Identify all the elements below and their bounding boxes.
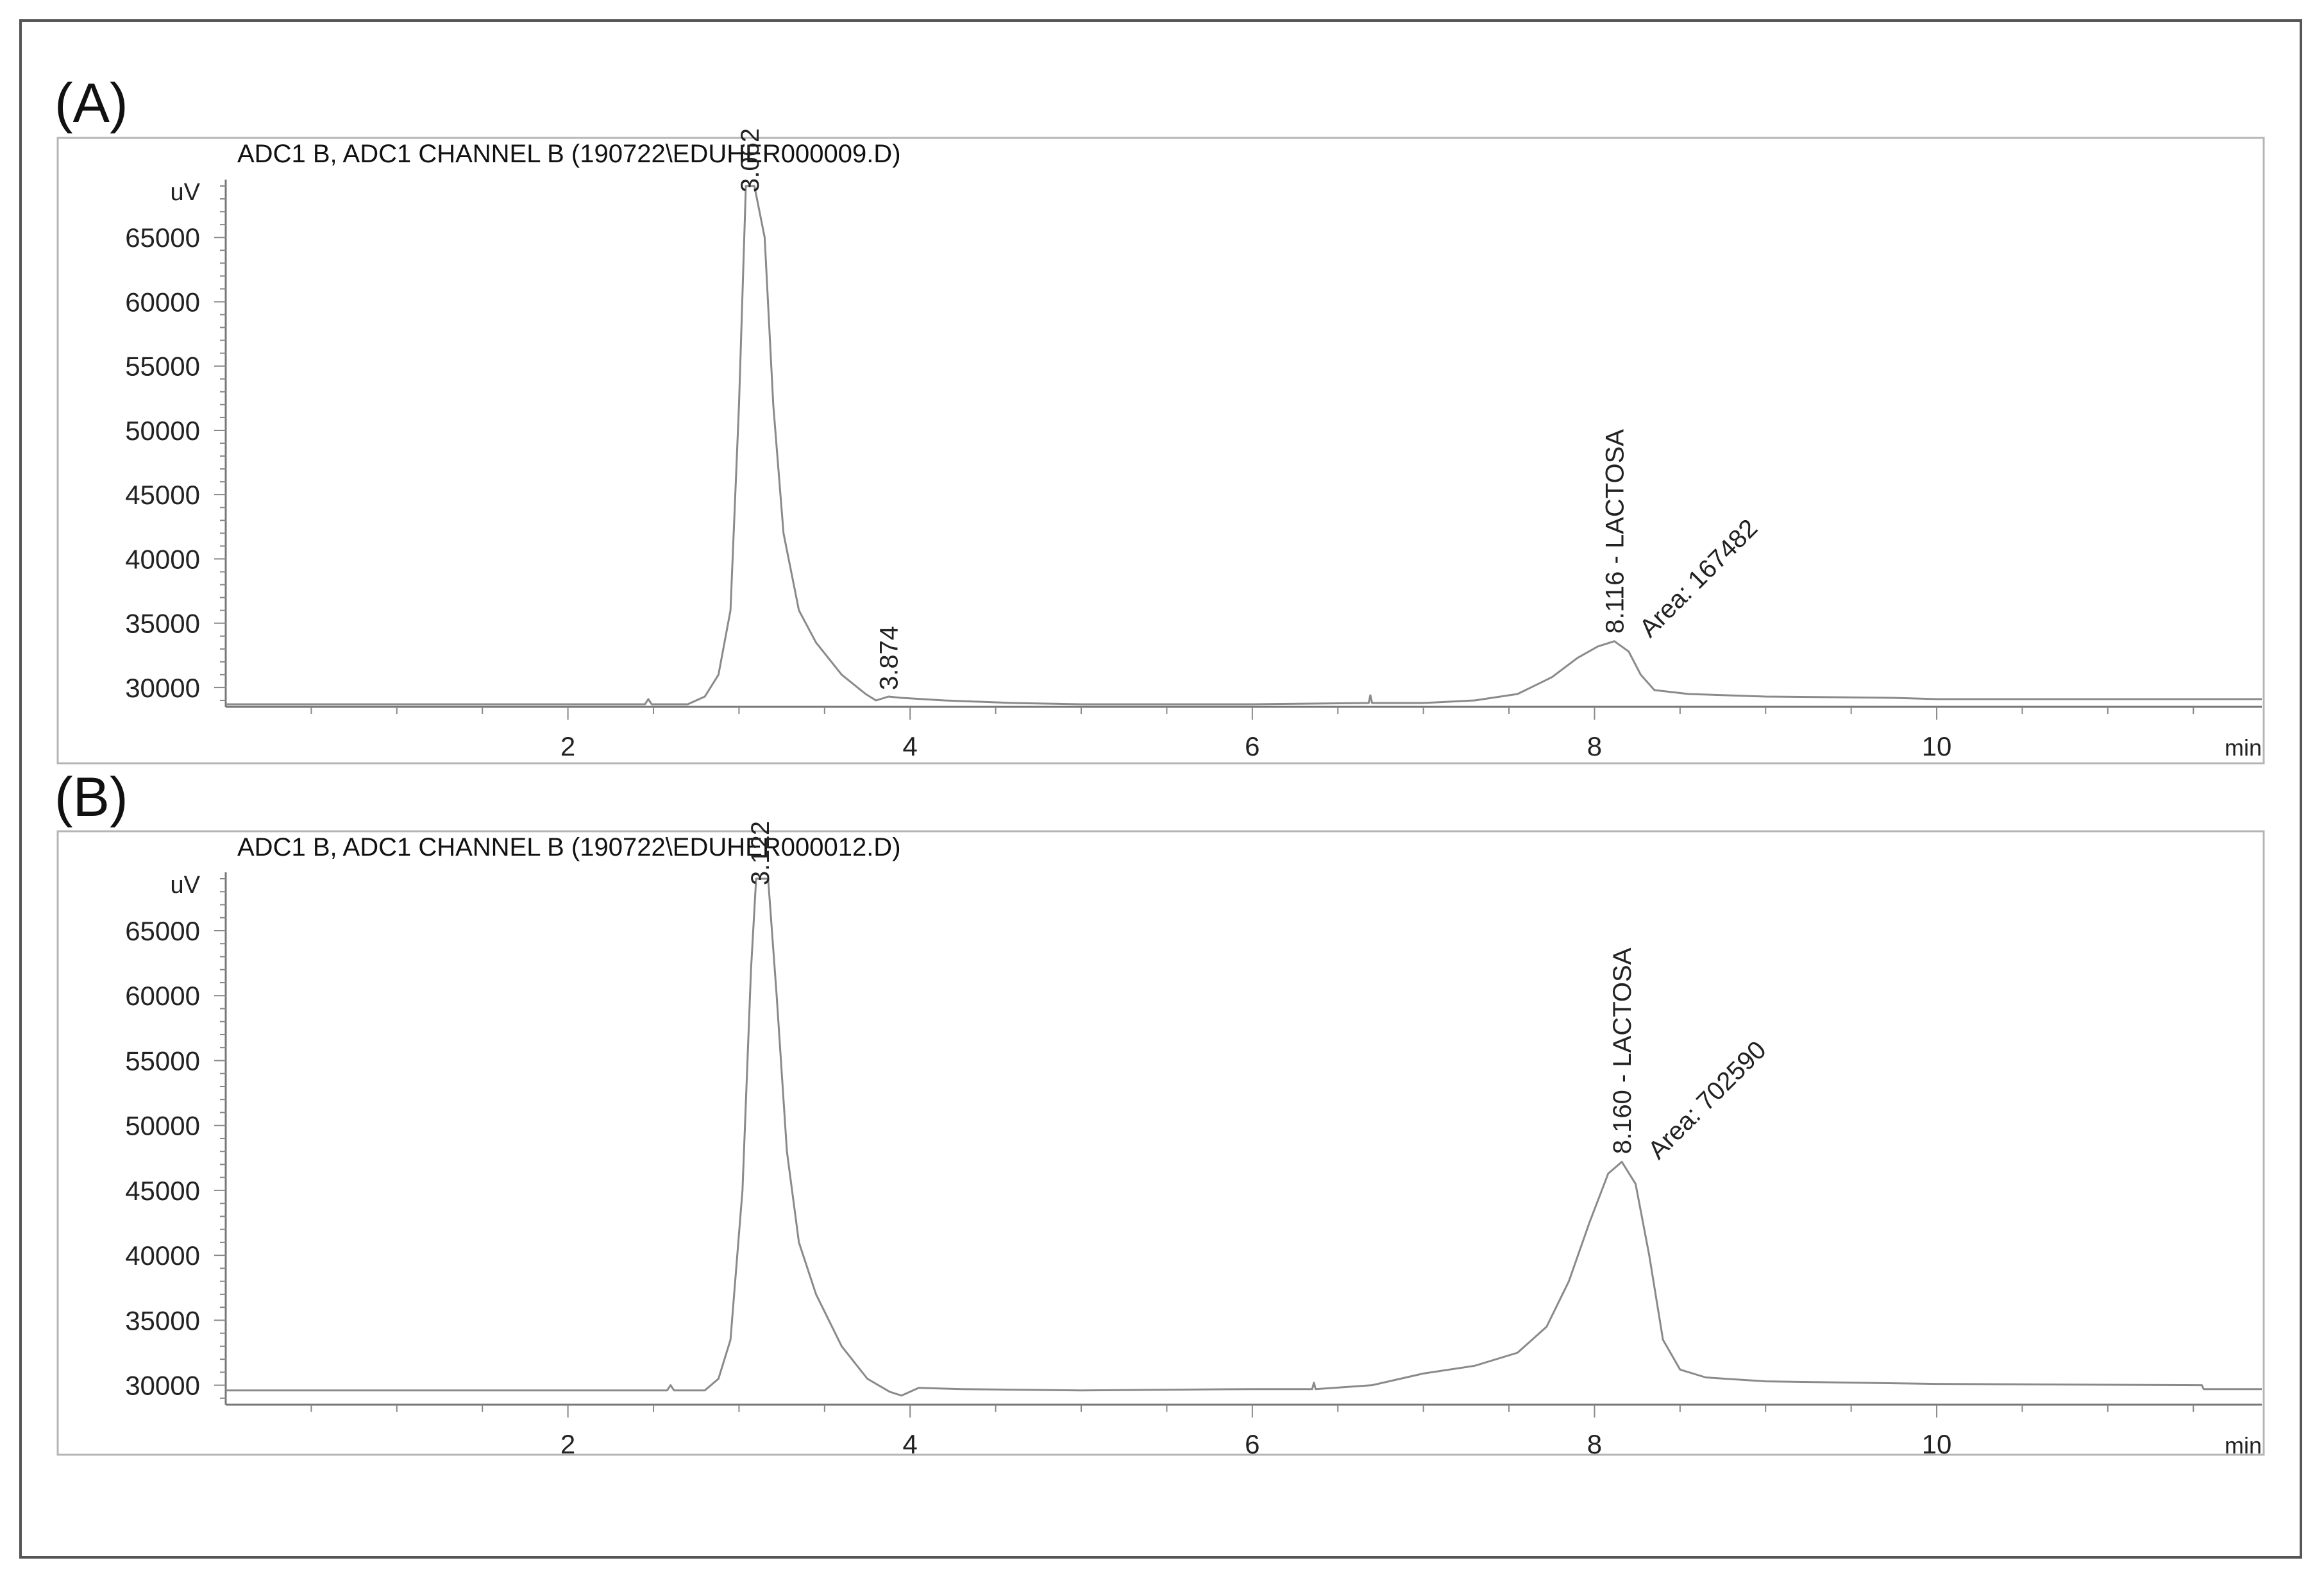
- x-tick-label: 4: [903, 1429, 918, 1459]
- y-tick-label: 40000: [125, 1240, 200, 1271]
- y-tick-label: 50000: [125, 1111, 200, 1141]
- y-axis-label: uV: [171, 872, 201, 899]
- x-tick-label: 10: [1922, 731, 1952, 761]
- figure-frame: [19, 19, 2302, 1559]
- y-tick-label: 30000: [125, 1371, 200, 1401]
- panel-box: [56, 830, 2265, 1456]
- peak-label: 3.062: [736, 128, 764, 192]
- peak-area-label: Area: 167482: [1634, 514, 1763, 643]
- y-tick-label: 65000: [125, 223, 200, 253]
- chromatogram-trace: [226, 877, 2262, 1397]
- x-tick-label: 8: [1587, 1429, 1602, 1459]
- chart-title: ADC1 B, ADC1 CHANNEL B (190722\EDUHER000…: [237, 140, 901, 168]
- x-axis-label: min: [2225, 734, 2262, 761]
- chromatogram-trace: [226, 185, 2262, 706]
- x-tick-label: 6: [1245, 731, 1259, 761]
- x-tick-label: 4: [903, 731, 918, 761]
- peak-label: 3.874: [875, 626, 904, 690]
- chart-title: ADC1 B, ADC1 CHANNEL B (190722\EDUHER000…: [237, 833, 901, 861]
- y-tick-label: 40000: [125, 544, 200, 574]
- panel-label: (B): [55, 766, 128, 828]
- y-tick-label: 50000: [125, 416, 200, 446]
- y-axis-label: uV: [171, 179, 201, 206]
- y-tick-label: 60000: [125, 287, 200, 317]
- panel-box: [56, 137, 2265, 765]
- y-tick-label: 55000: [125, 1045, 200, 1076]
- x-tick-label: 6: [1245, 1429, 1259, 1459]
- y-tick-label: 65000: [125, 916, 200, 946]
- y-tick-label: 45000: [125, 1176, 200, 1206]
- chart-panel-1: (A) ADC1 B, ADC1 CHANNEL B (190722\EDUHER…: [55, 72, 2265, 765]
- x-tick-label: 2: [560, 731, 575, 761]
- peak-label: 8.116 - LACTOSA: [1601, 429, 1629, 634]
- y-tick-label: 60000: [125, 981, 200, 1011]
- y-tick-label: 45000: [125, 480, 200, 510]
- panel-label: (A): [55, 72, 128, 134]
- peak-label: 8.160 - LACTOSA: [1608, 947, 1637, 1154]
- chart-panel-2: (B) ADC1 B, ADC1 CHANNEL B (190722\EDUHER…: [55, 766, 2265, 1459]
- y-tick-label: 35000: [125, 609, 200, 639]
- y-tick-label: 55000: [125, 351, 200, 382]
- y-tick-label: 35000: [125, 1305, 200, 1335]
- peak-area-label: Area: 702590: [1643, 1036, 1772, 1165]
- x-tick-label: 8: [1587, 731, 1602, 761]
- y-tick-label: 30000: [125, 673, 200, 703]
- x-axis-label: min: [2225, 1432, 2262, 1459]
- x-tick-label: 2: [560, 1429, 575, 1459]
- peak-label: 3.122: [746, 821, 775, 885]
- x-tick-label: 10: [1922, 1429, 1952, 1459]
